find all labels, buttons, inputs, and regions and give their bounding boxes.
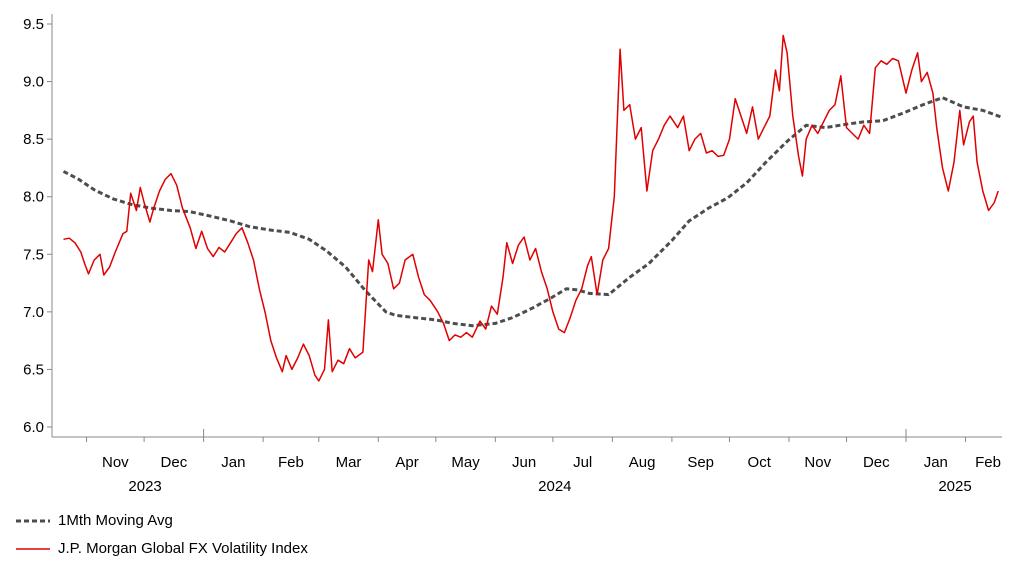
x-month-label: Jan [924,454,948,471]
y-tick-label: 9.0 [23,74,44,91]
x-year-label: 2023 [128,478,161,495]
x-month-label: Dec [161,454,188,471]
x-month-label: Sep [687,454,714,471]
x-year-label: 2025 [938,478,971,495]
x-month-label: Mar [336,454,362,471]
series-line-moving-avg [62,96,1003,328]
legend-label-fx-volatility: J.P. Morgan Global FX Volatility Index [58,540,308,557]
x-month-label: Aug [629,454,656,471]
x-month-label: Dec [863,454,890,471]
x-month-label: Feb [975,454,1001,471]
x-month-label: Jan [221,454,245,471]
series-line-fx-volatility [63,34,999,382]
y-tick-label: 8.5 [23,131,44,148]
x-month-label: Jul [573,454,592,471]
x-year-label: 2024 [538,478,571,495]
y-tick-label: 8.0 [23,189,44,206]
legend-label-moving-avg: 1Mth Moving Avg [58,512,173,529]
series-layer [62,34,1003,382]
x-month-label: Apr [395,454,418,471]
x-month-label: Nov [804,454,831,471]
legend-item-fx-volatility: J.P. Morgan Global FX Volatility Index [16,540,308,557]
y-tick-label: 9.5 [23,16,44,33]
x-month-label: Nov [102,454,129,471]
legend-swatch-solid [16,547,50,550]
x-month-label: Feb [278,454,304,471]
y-tick-label: 7.0 [23,304,44,321]
y-tick-label: 6.5 [23,361,44,378]
x-month-label: Oct [748,454,772,471]
y-axis: 6.0 6.5 7.0 7.5 8.0 8.5 9.0 9.5 [23,14,53,437]
y-tick-label: 6.0 [23,419,44,436]
x-month-label: May [451,454,480,471]
x-axis: Nov Dec Jan Feb Mar Apr May Jun Jul Aug Sep Oct Nov D… [52,429,1002,495]
x-month-label: Jun [512,454,536,471]
legend-item-moving-avg: 1Mth Moving Avg [16,512,173,529]
legend-swatch-dashed [16,519,50,522]
y-tick-label: 7.5 [23,246,44,263]
